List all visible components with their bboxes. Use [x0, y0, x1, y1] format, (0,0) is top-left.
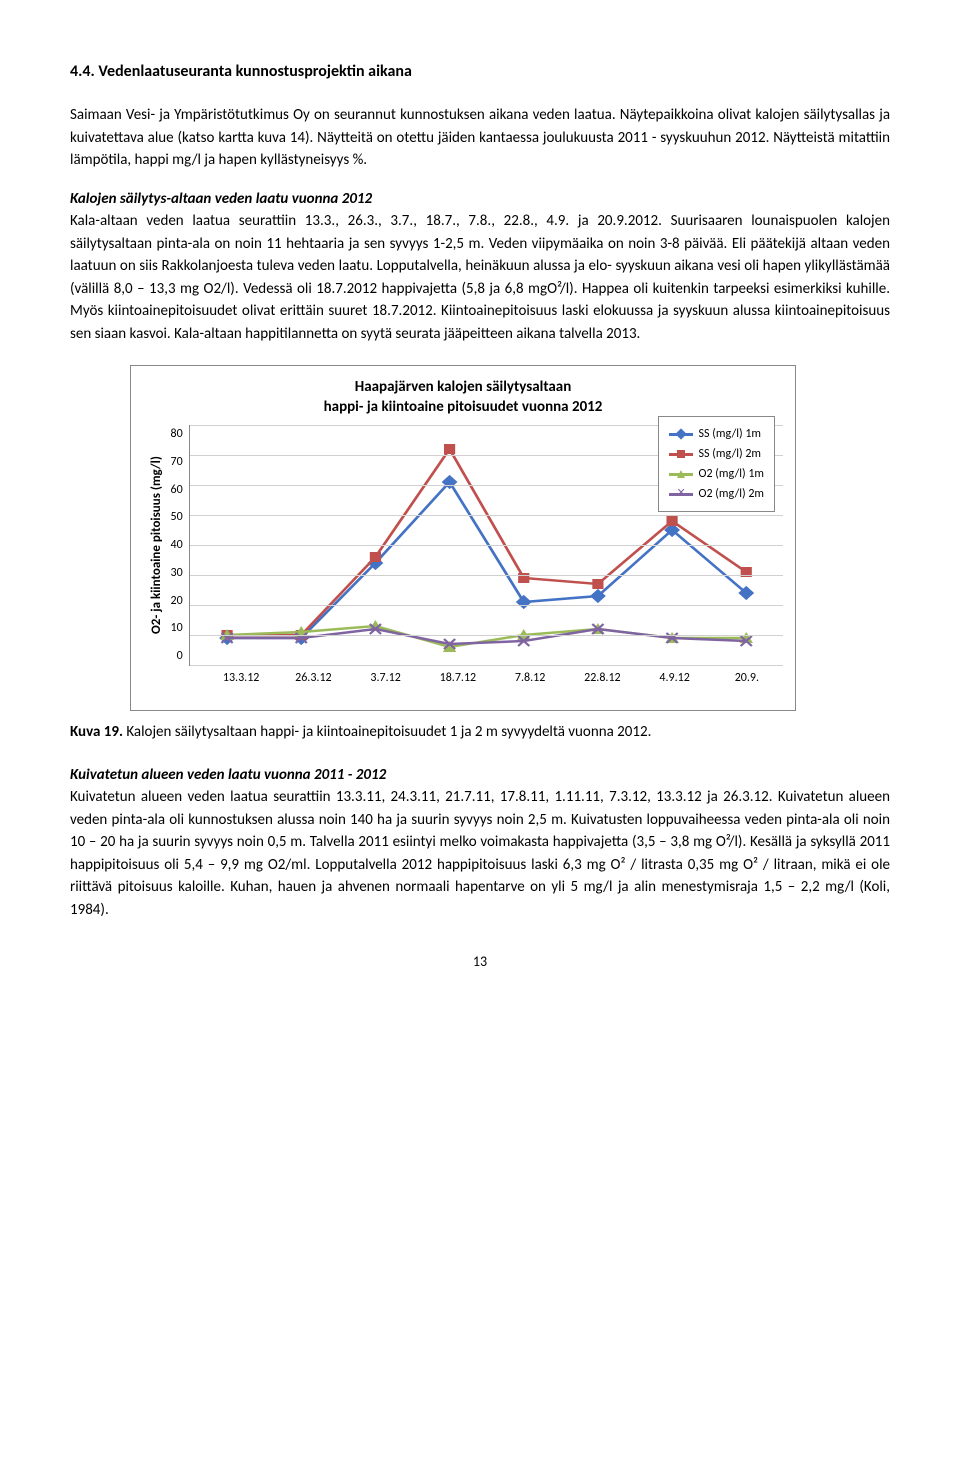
chart: Haapajärven kalojen säilytysaltaan happi… [130, 365, 796, 711]
legend-item-ss1m: SS (mg/l) 1m [669, 425, 764, 443]
subheading-1: Kalojen säilytys-altaan veden laatu vuon… [70, 188, 890, 211]
section-heading: 4.4. Vedenlaatuseuranta kunnostusprojekt… [70, 60, 890, 84]
chart-title: Haapajärven kalojen säilytysaltaan happi… [143, 378, 783, 417]
legend-label: O2 (mg/l) 2m [699, 485, 764, 503]
paragraph-2: Kala-altaan veden laatua seurattiin 13.3… [70, 210, 890, 345]
chart-title-line1: Haapajärven kalojen säilytysaltaan [355, 378, 572, 396]
caption-label: Kuva 19. [70, 723, 123, 741]
section-title: Vedenlaatuseuranta kunnostusprojektin ai… [98, 62, 411, 81]
page-number: 13 [70, 951, 890, 972]
legend-label: SS (mg/l) 1m [699, 425, 761, 443]
y-axis-label: O2- ja kiintoaine pitoisuus (mg/l) [143, 425, 171, 665]
chart-title-line2: happi- ja kiintoaine pitoisuudet vuonna … [324, 398, 603, 416]
caption-text: Kalojen säilytysaltaan happi- ja kiintoa… [126, 723, 651, 741]
subheading-2: Kuivatetun alueen veden laatu vuonna 201… [70, 764, 890, 787]
y-axis-ticks: 80706050403020100 [171, 425, 189, 665]
x-axis-ticks: 13.3.1226.3.123.7.1218.7.127.8.1222.8.12… [205, 669, 783, 687]
legend-label: O2 (mg/l) 1m [699, 465, 764, 483]
paragraph-3: Kuivatetun alueen veden laatua seurattii… [70, 786, 890, 921]
figure-caption: Kuva 19. Kalojen säilytysaltaan happi- j… [70, 721, 890, 744]
legend-item-o21m: O2 (mg/l) 1m [669, 465, 764, 483]
section-number: 4.4. [70, 62, 95, 81]
legend-item-ss2m: SS (mg/l) 2m [669, 445, 764, 463]
paragraph-1: Saimaan Vesi- ja Ympäristötutkimus Oy on… [70, 104, 890, 172]
legend-label: SS (mg/l) 2m [699, 445, 761, 463]
legend-item-o22m: ✕ O2 (mg/l) 2m [669, 485, 764, 503]
legend: SS (mg/l) 1m SS (mg/l) 2m O2 (mg/l) 1m ✕… [658, 416, 775, 512]
